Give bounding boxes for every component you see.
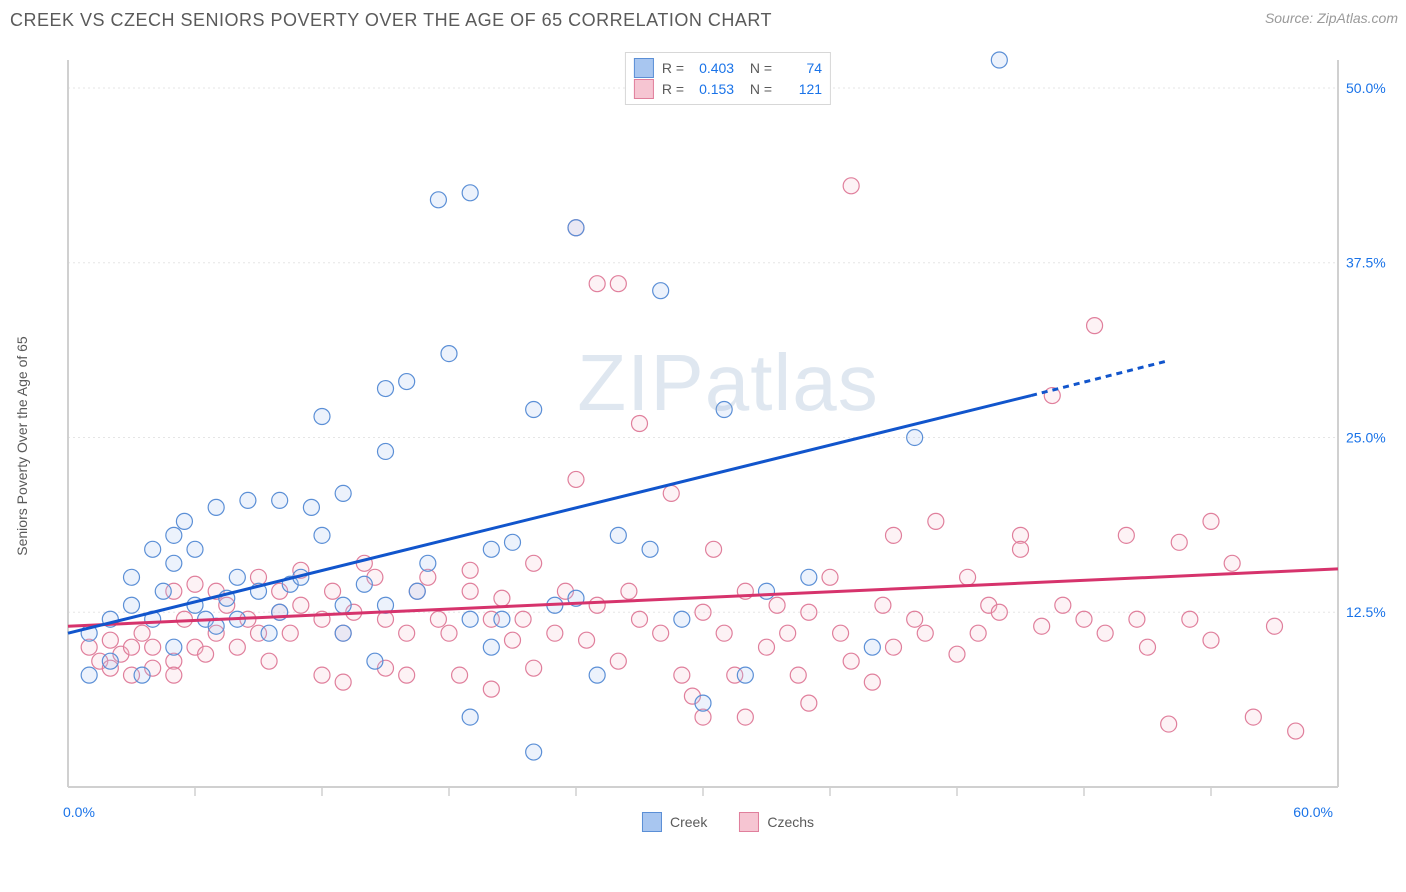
legend-series: Creek Czechs xyxy=(642,812,814,832)
svg-text:50.0%: 50.0% xyxy=(1346,80,1386,96)
chart-svg: 12.5% 25.0% 37.5% 50.0% 0.0% 60.0% xyxy=(58,50,1398,842)
svg-text:25.0%: 25.0% xyxy=(1346,429,1386,445)
czechs-legend-swatch-icon xyxy=(739,812,759,832)
czechs-swatch-icon xyxy=(634,79,654,99)
legend-stats-row-czechs: R = 0.153 N = 121 xyxy=(634,79,822,99)
creek-swatch-icon xyxy=(634,58,654,78)
svg-text:60.0%: 60.0% xyxy=(1293,804,1333,820)
chart-title: CREEK VS CZECH SENIORS POVERTY OVER THE … xyxy=(10,10,772,31)
legend-stats-row-creek: R = 0.403 N = 74 xyxy=(634,58,822,78)
creek-legend-swatch-icon xyxy=(642,812,662,832)
chart-container: Seniors Poverty Over the Age of 65 R = 0… xyxy=(28,50,1398,842)
legend-item-creek: Creek xyxy=(642,812,707,832)
source-attribution: Source: ZipAtlas.com xyxy=(1265,10,1398,26)
legend-item-czechs: Czechs xyxy=(739,812,814,832)
scatter-plot: R = 0.403 N = 74 R = 0.153 N = 121 ZIPat… xyxy=(58,50,1398,842)
svg-text:0.0%: 0.0% xyxy=(63,804,95,820)
svg-text:12.5%: 12.5% xyxy=(1346,604,1386,620)
y-axis-title: Seniors Poverty Over the Age of 65 xyxy=(14,336,30,555)
legend-stats: R = 0.403 N = 74 R = 0.153 N = 121 xyxy=(625,52,831,105)
svg-text:37.5%: 37.5% xyxy=(1346,255,1386,271)
